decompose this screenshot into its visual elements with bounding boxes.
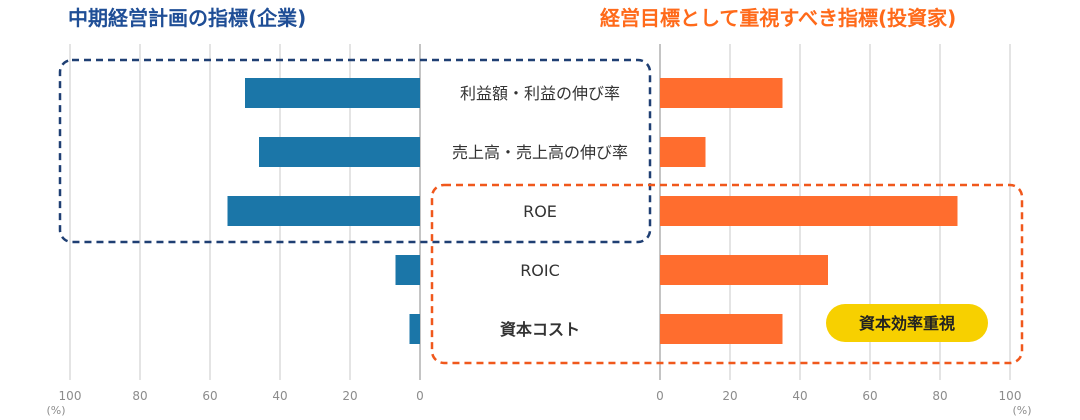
company-bar (395, 255, 420, 285)
capital-efficiency-badge (826, 304, 988, 342)
category-label: ROE (523, 202, 557, 221)
left-tick-label: 40 (272, 389, 287, 403)
left-tick-label: 100 (59, 389, 82, 403)
bars (227, 78, 958, 344)
company-bar (409, 314, 420, 344)
investor-bar (660, 196, 958, 226)
investor-bar (660, 314, 783, 344)
left-tick-label: 80 (132, 389, 147, 403)
category-label: 資本コスト (500, 320, 580, 339)
left-chart-title: 中期経営計画の指標(企業) (68, 6, 307, 30)
badge-label: 資本効率重視 (859, 314, 955, 333)
right-tick-label: 40 (792, 389, 807, 403)
right-tick-label: 60 (862, 389, 877, 403)
company-bar (227, 196, 420, 226)
investor-bar (660, 78, 783, 108)
right-tick-label: 80 (932, 389, 947, 403)
right-tick-label: 100 (999, 389, 1022, 403)
left-tick-label: 20 (342, 389, 357, 403)
right-chart-title: 経営目標として重視すべき指標(投資家) (600, 6, 957, 30)
highlight-boxes (58, 58, 1024, 365)
investor-bar (660, 255, 828, 285)
right-tick-label: 20 (722, 389, 737, 403)
badge-group: 資本効率重視 (826, 304, 988, 342)
investor-bar (660, 137, 706, 167)
investor-highlight-box (430, 183, 1024, 365)
left-tick-label: 60 (202, 389, 217, 403)
category-label: 利益額・利益の伸び率 (460, 84, 620, 103)
right-unit-label: (%) (1012, 404, 1031, 417)
company-bar (259, 137, 420, 167)
category-label: ROIC (520, 261, 560, 280)
left-tick-label: 0 (416, 389, 424, 403)
company-highlight-box (58, 58, 652, 244)
left-unit-label: (%) (46, 404, 65, 417)
company-bar (245, 78, 420, 108)
category-label: 売上高・売上高の伸び率 (452, 143, 628, 162)
right-tick-label: 0 (656, 389, 664, 403)
